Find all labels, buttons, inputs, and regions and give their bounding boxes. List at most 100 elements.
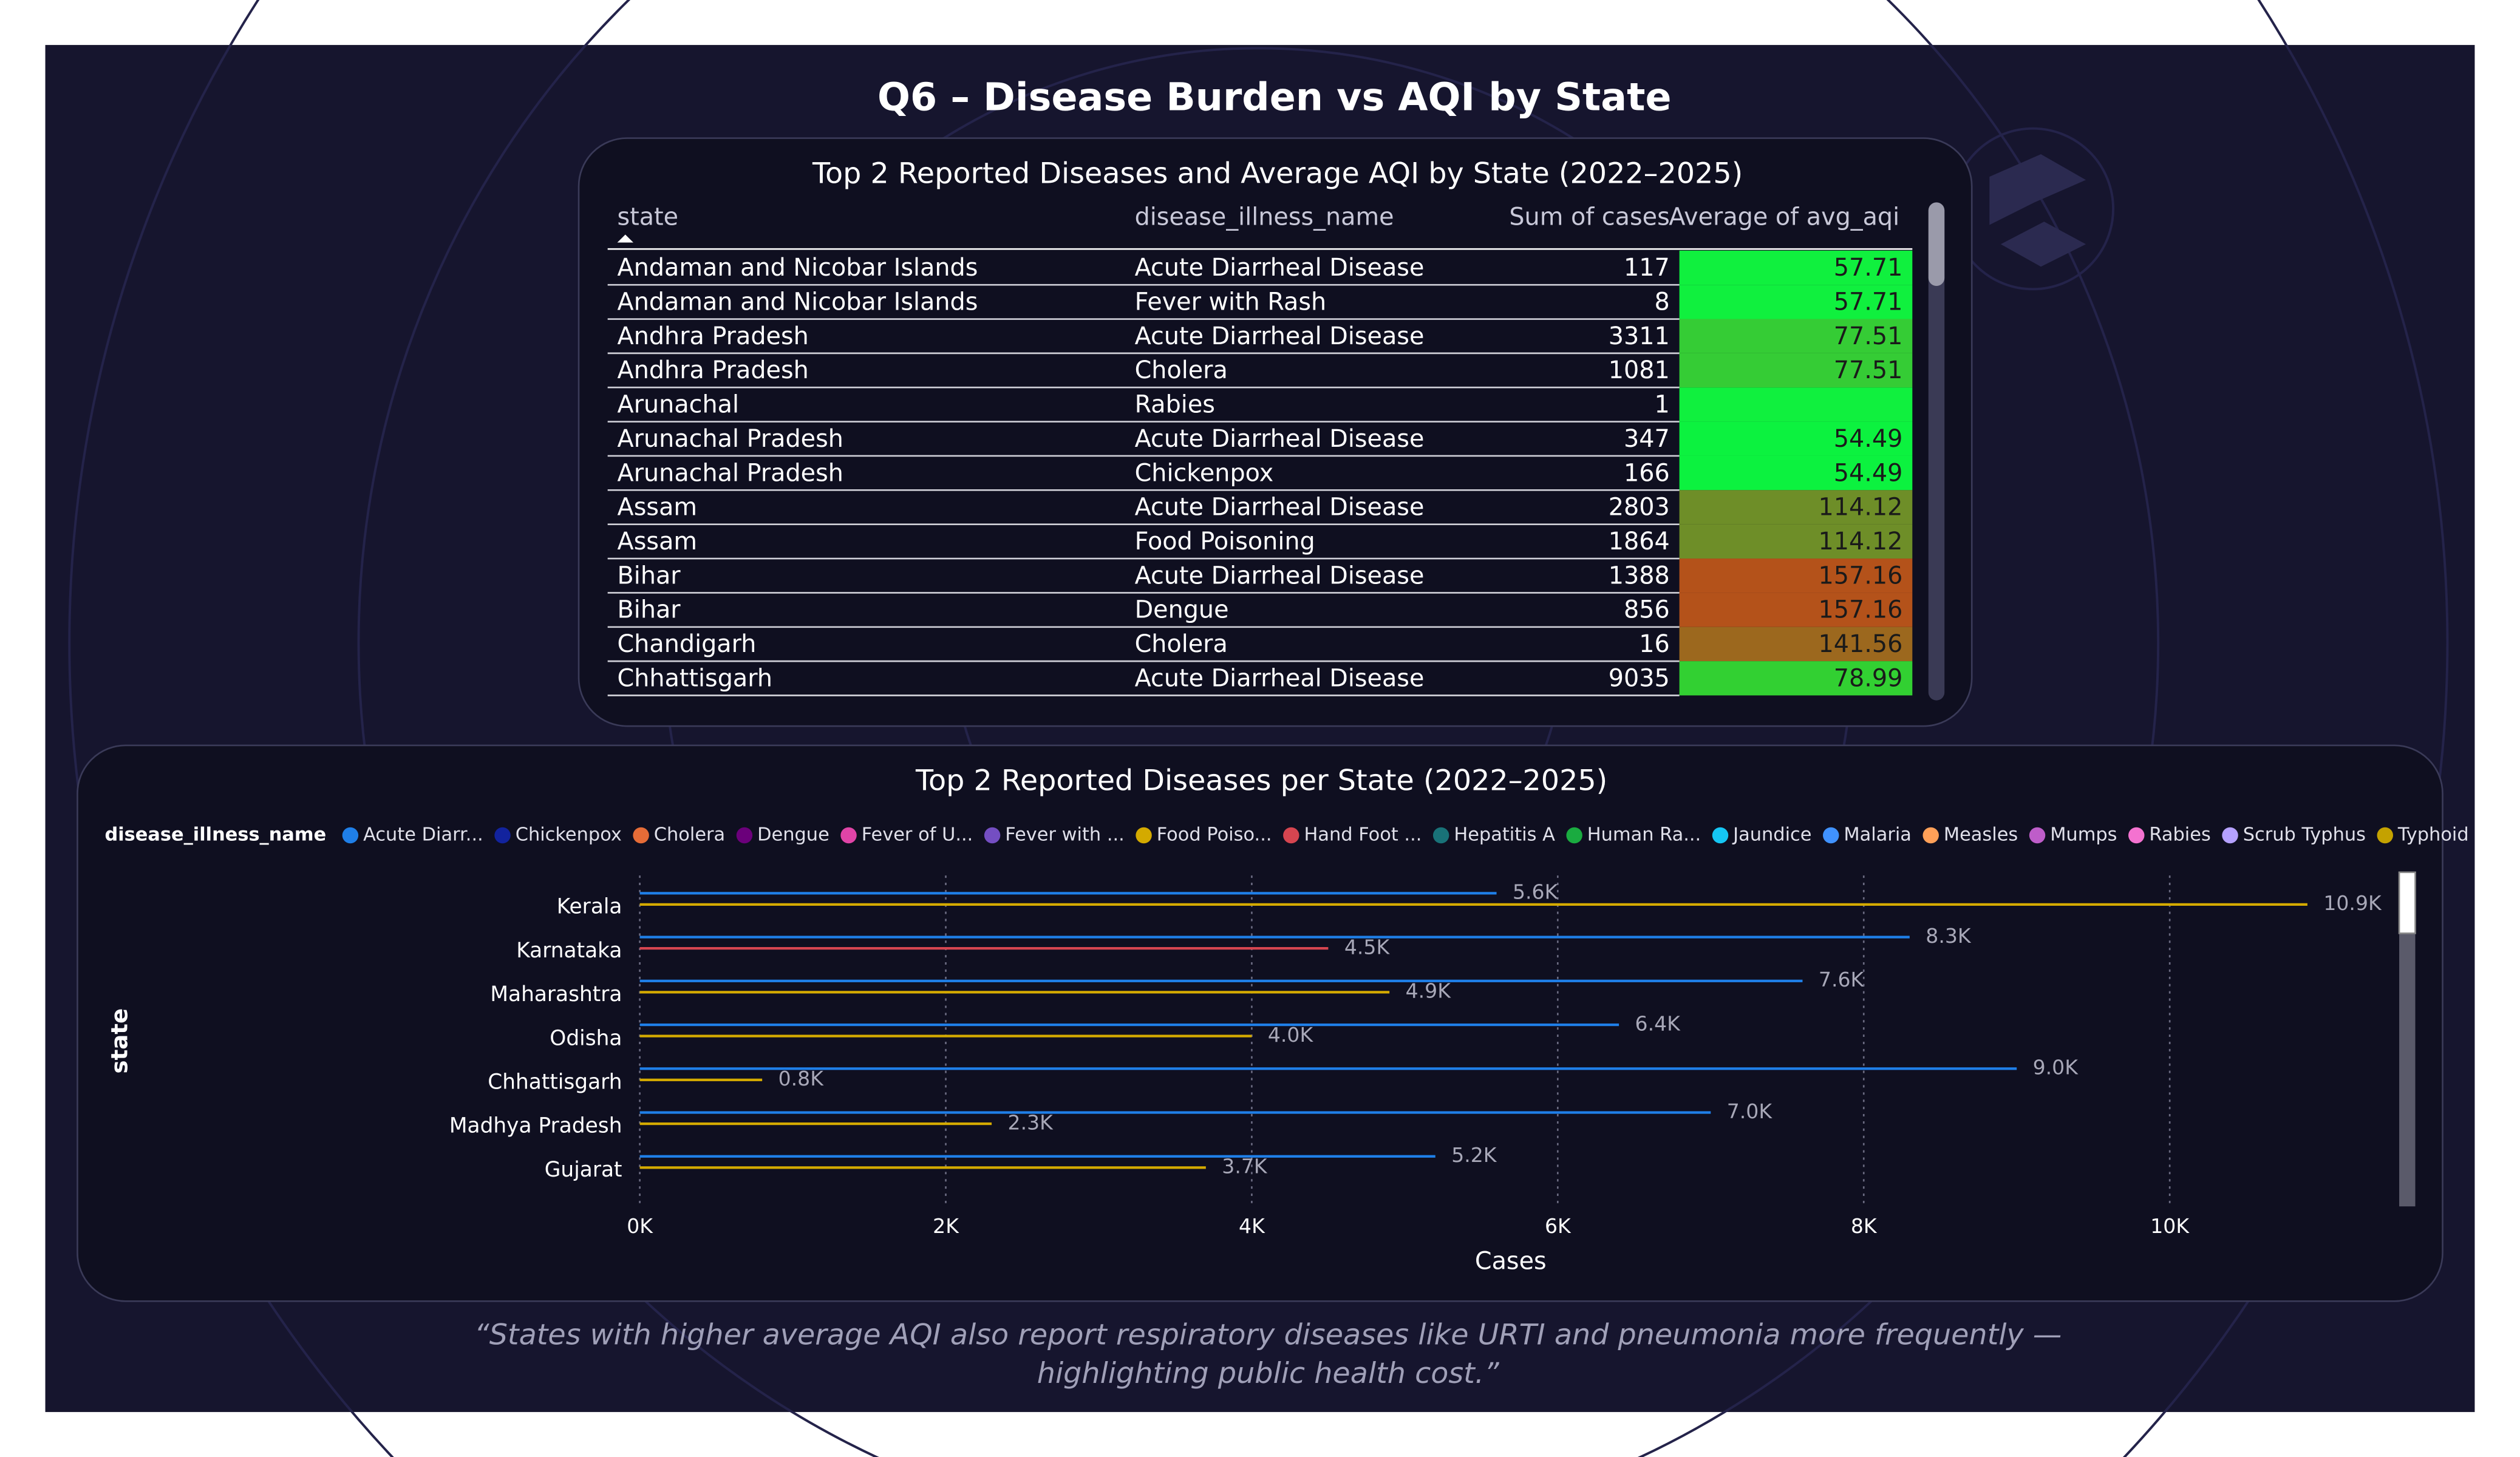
- data-label: 4.0K: [1268, 1023, 1314, 1047]
- data-label: 10.9K: [2323, 891, 2382, 915]
- aqi-cell: [1679, 353, 1913, 388]
- bar: [639, 1111, 1711, 1114]
- y-tick-label: Madhya Pradesh: [449, 1114, 622, 1138]
- table: state disease_illness_name Sum of casesAve…: [607, 203, 1913, 696]
- chart-scroll-thumb[interactable]: [2398, 871, 2416, 934]
- data-label: 5.6K: [1513, 880, 1559, 904]
- bar: [639, 936, 1910, 939]
- y-tick-label: Maharashtra: [490, 982, 622, 1007]
- table-cell: 347: [1624, 425, 1670, 453]
- table-cell: Andaman and Nicobar Islands: [618, 288, 978, 316]
- y-tick-label: Karnataka: [516, 939, 622, 963]
- legend-label: Malaria: [1844, 824, 1912, 845]
- quote-line: highlighting public health cost.”: [1037, 1357, 1499, 1390]
- data-label: 5.2K: [1451, 1143, 1497, 1167]
- table-cell: Acute Diarrheal Disease: [1135, 664, 1425, 692]
- x-tick-label: 8K: [1851, 1214, 1878, 1238]
- aqi-cell: [1679, 593, 1913, 627]
- legend-label: Typhoid: [2397, 824, 2469, 845]
- table-cell: 1081: [1609, 356, 1670, 384]
- legend-swatch: [1136, 827, 1152, 844]
- legend-label: Chickenpox: [516, 824, 622, 845]
- table-cell: 856: [1624, 596, 1670, 624]
- page-title: Q6 – Disease Burden vs AQI by State: [877, 75, 1672, 120]
- legend-title: disease_illness_name: [104, 824, 326, 845]
- legend-swatch: [736, 827, 753, 844]
- bar: [639, 991, 1390, 994]
- data-label: 3.7K: [1222, 1155, 1268, 1178]
- table-cell: 78.99: [1834, 664, 1903, 692]
- table-cell: Food Poisoning: [1135, 528, 1315, 555]
- table-scroll-thumb[interactable]: [1928, 202, 1945, 287]
- legend-swatch: [1922, 827, 1939, 844]
- table-title: Top 2 Reported Diseases and Average AQI …: [812, 157, 1743, 190]
- table-cell: 114.12: [1819, 528, 1903, 555]
- data-label: 4.5K: [1344, 935, 1391, 959]
- legend-swatch: [1432, 827, 1449, 844]
- aqi-cell: [1679, 455, 1913, 491]
- y-tick-label: Odisha: [550, 1026, 622, 1050]
- legend-label: Fever with ...: [1005, 824, 1125, 845]
- legend-label: Scrub Typhus: [2243, 824, 2366, 845]
- legend-swatch: [984, 827, 1001, 844]
- table-cell: 57.71: [1834, 288, 1903, 316]
- bar: [639, 1034, 1252, 1038]
- table-cell: Acute Diarrheal Disease: [1135, 254, 1425, 282]
- table-cell: 166: [1624, 459, 1670, 487]
- data-label: 0.8K: [778, 1067, 825, 1090]
- aqi-cell: [1679, 559, 1913, 593]
- table-cell: Andaman and Nicobar Islands: [618, 254, 978, 282]
- bar: [639, 1023, 1619, 1027]
- legend-label: Food Poiso...: [1157, 824, 1272, 845]
- x-axis-title: Cases: [1475, 1247, 1547, 1275]
- legend-swatch: [342, 827, 359, 844]
- data-label: 7.6K: [1819, 968, 1865, 991]
- bar: [639, 947, 1329, 950]
- table-scrollbar[interactable]: [1928, 202, 1945, 701]
- data-label: 2.3K: [1008, 1110, 1054, 1134]
- bar: [639, 979, 1803, 982]
- column-header: Average of avg_aqi: [1669, 203, 1899, 231]
- table-cell: 9035: [1609, 664, 1670, 692]
- legend-label: Jaundice: [1732, 824, 1811, 845]
- sort-arrow: [617, 234, 634, 243]
- legend-swatch: [2128, 827, 2145, 844]
- legend-label: Measles: [1944, 824, 2018, 845]
- table-cell: Andhra Pradesh: [618, 322, 809, 350]
- legend-label: Rabies: [2149, 824, 2210, 845]
- legend-label: Mumps: [2050, 824, 2117, 845]
- legend-swatch: [2029, 827, 2046, 844]
- logo: [1989, 154, 2086, 267]
- table-cell: 3311: [1609, 322, 1670, 350]
- x-tick-label: 10K: [2150, 1214, 2190, 1238]
- table-cell: 114.12: [1819, 494, 1903, 521]
- legend-swatch: [494, 827, 511, 844]
- table-cell: Acute Diarrheal Disease: [1135, 494, 1425, 521]
- y-tick-label: Chhattisgarh: [488, 1070, 622, 1094]
- legend-swatch: [1283, 827, 1299, 844]
- aqi-cell: [1679, 285, 1913, 319]
- table-cell: 157.16: [1819, 596, 1903, 624]
- legend-label: Hepatitis A: [1454, 824, 1555, 845]
- table-cell: 77.51: [1834, 322, 1903, 350]
- table-cell: Fever with Rash: [1135, 288, 1327, 316]
- aqi-cell: [1679, 421, 1913, 456]
- table-cell: 57.71: [1834, 254, 1903, 282]
- table-cell: Cholera: [1135, 356, 1228, 384]
- bar: [639, 1155, 1435, 1158]
- table-cell: 8: [1654, 288, 1669, 316]
- table-cell: Arunachal: [618, 391, 739, 419]
- table-cell: 2803: [1609, 494, 1670, 521]
- legend-label: Cholera: [654, 824, 725, 845]
- table-cell: Acute Diarrheal Disease: [1135, 322, 1425, 350]
- table-cell: 157.16: [1819, 562, 1903, 589]
- aqi-cell: [1679, 661, 1913, 696]
- table-cell: Acute Diarrheal Disease: [1135, 425, 1425, 453]
- aqi-cell: [1679, 319, 1913, 353]
- legend-swatch: [2222, 827, 2238, 844]
- table-cell: 16: [1639, 630, 1670, 658]
- legend-label: Human Ra...: [1587, 824, 1701, 845]
- legend-label: Dengue: [757, 824, 829, 845]
- legend-label: Fever of U...: [862, 824, 973, 845]
